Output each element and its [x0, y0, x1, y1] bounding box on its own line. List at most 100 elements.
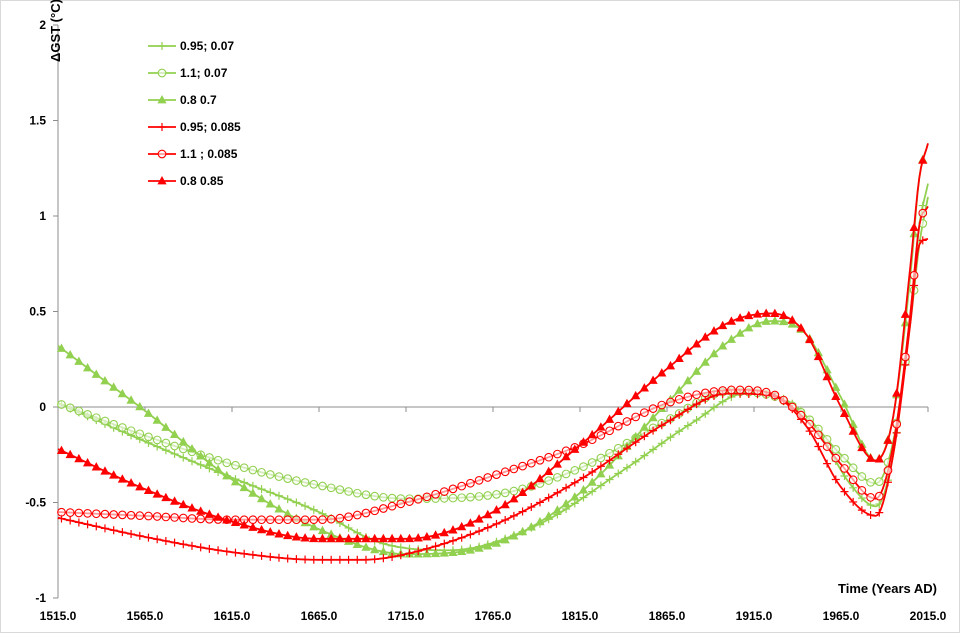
series-marker [840, 471, 849, 480]
series-marker [170, 513, 179, 522]
series-marker [335, 513, 345, 523]
series-marker [918, 208, 928, 218]
series-marker [909, 222, 919, 231]
series-marker [387, 493, 397, 503]
series-marker [300, 478, 310, 487]
series-marker [283, 530, 293, 540]
series-marker [422, 492, 432, 502]
series-marker [196, 451, 206, 460]
series-marker [222, 547, 231, 556]
series-marker [448, 525, 458, 534]
series-marker [439, 548, 449, 557]
series-marker [300, 515, 310, 525]
series-marker [831, 382, 841, 391]
series-marker [744, 385, 754, 395]
series-marker [387, 548, 397, 557]
series-marker [517, 526, 528, 536]
series-marker [865, 453, 876, 462]
series-marker [118, 510, 127, 520]
series-marker [118, 423, 127, 432]
series-marker [109, 470, 119, 479]
series-marker [222, 515, 232, 524]
legend-label: 0.8 0.7 [180, 93, 217, 107]
series-marker [439, 527, 449, 537]
series-marker [796, 410, 806, 420]
legend-item: 0.8 0.7 [148, 93, 217, 107]
series-marker [248, 465, 258, 475]
series-marker [709, 387, 719, 396]
x-axis-title: Time (Years AD) [838, 581, 937, 596]
x-tick-label: 1815.0 [562, 609, 599, 623]
series-marker [213, 455, 223, 465]
series-marker [265, 515, 275, 525]
series-marker [361, 508, 371, 518]
series-marker [457, 533, 466, 542]
legend-item: 1.1 ; 0.085 [148, 147, 238, 161]
series-marker [770, 308, 780, 317]
series-marker [448, 547, 458, 556]
series-marker [266, 552, 275, 561]
series-marker [474, 543, 484, 552]
series-marker [309, 515, 319, 525]
series-marker [544, 476, 554, 485]
series-marker [422, 548, 432, 558]
series-marker [91, 509, 101, 519]
legend-label: 0.8 0.85 [180, 174, 224, 188]
x-tick-label: 1715.0 [388, 609, 425, 623]
series-marker [196, 514, 206, 524]
series-marker [857, 472, 867, 481]
series-marker [352, 539, 362, 548]
series-marker [135, 511, 145, 520]
series-marker [405, 549, 414, 558]
series-marker [370, 555, 379, 564]
series-marker [492, 470, 501, 479]
series-marker [83, 410, 92, 419]
series-marker [178, 436, 188, 446]
series-marker [283, 508, 293, 518]
series-marker [413, 494, 423, 504]
series-marker [631, 390, 641, 400]
series-marker [718, 341, 728, 350]
y-tick-label: 1 [39, 209, 46, 223]
series-marker [735, 385, 745, 395]
series-marker [457, 521, 467, 531]
series-marker [726, 316, 736, 325]
series-marker [570, 444, 580, 453]
series-marker [430, 530, 441, 539]
series-marker [92, 522, 101, 531]
series-marker [622, 444, 631, 453]
series-marker [317, 533, 328, 543]
series-marker [622, 398, 632, 408]
x-tick-label: 1665.0 [301, 609, 338, 623]
series-marker [213, 512, 223, 521]
series-marker [553, 449, 562, 459]
series-marker [657, 368, 667, 377]
series-marker [65, 449, 75, 459]
series-marker [640, 451, 649, 460]
series-marker [370, 533, 380, 543]
series-marker [126, 395, 136, 404]
series-marker [578, 485, 589, 494]
series-marker [666, 433, 675, 442]
series-marker [179, 453, 188, 462]
series-marker [805, 419, 815, 429]
series-marker [204, 509, 214, 518]
series-marker [153, 535, 162, 544]
series-marker [196, 460, 205, 469]
series-marker [344, 487, 353, 496]
series-marker [170, 441, 179, 451]
series-marker [344, 555, 353, 564]
series-marker [700, 357, 710, 366]
series-marker [544, 466, 554, 476]
series-marker [161, 492, 171, 502]
series-marker [343, 533, 354, 543]
series-marker [344, 523, 353, 532]
series-marker [727, 385, 736, 395]
series-marker [187, 444, 197, 453]
series-marker [222, 470, 232, 480]
series-marker [326, 514, 336, 524]
series-marker [475, 527, 484, 536]
x-tick-label: 1515.0 [40, 609, 77, 623]
series-marker [544, 452, 554, 462]
